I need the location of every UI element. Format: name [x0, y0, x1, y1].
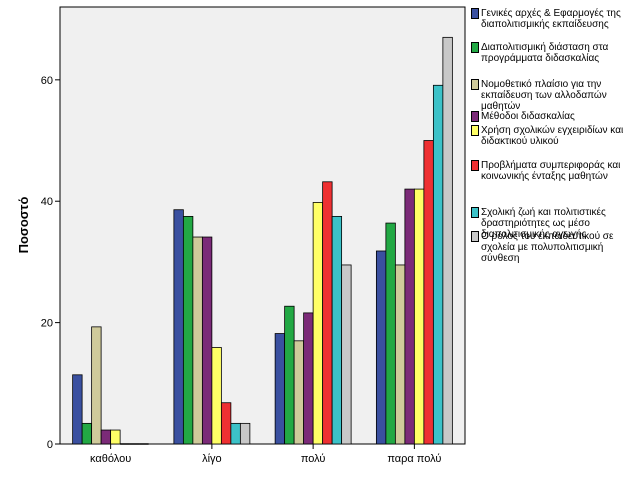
bar [323, 182, 333, 444]
bar [332, 216, 342, 444]
bar [193, 237, 203, 444]
x-tick-label: καθόλου [90, 453, 131, 465]
legend-label: Χρήση σχολικών εγχειριδίων και διδακτικο… [481, 125, 625, 147]
x-tick-label: πολύ [301, 453, 326, 465]
bar [82, 423, 92, 444]
legend-swatch [471, 231, 479, 242]
bar [386, 223, 396, 444]
bar [183, 216, 193, 444]
legend-item: Μέθοδοι διδασκαλίας [471, 111, 625, 122]
bar [275, 334, 285, 444]
legend-swatch [471, 207, 479, 218]
bar [101, 430, 111, 444]
bar [313, 202, 323, 444]
bar [443, 37, 453, 444]
bar [285, 306, 295, 444]
x-tick-label: παρα πολύ [387, 453, 441, 465]
legend-label: Μέθοδοι διδασκαλίας [481, 111, 625, 122]
legend-swatch [471, 111, 479, 122]
bar [73, 375, 83, 444]
bar [231, 423, 241, 444]
legend-item: Νομοθετικό πλαίσιο για την εκπαίδευση τω… [471, 79, 625, 112]
legend-label: Ο ρόλος του εκπαιδευτικού σε σχολεία με … [481, 231, 625, 264]
bar [240, 423, 250, 444]
legend-item: Προβλήματα συμπεριφοράς και κοινωνικής έ… [471, 160, 625, 182]
y-tick-label: 40 [41, 196, 53, 208]
bar [424, 141, 434, 444]
legend-item: Ο ρόλος του εκπαιδευτικού σε σχολεία με … [471, 231, 625, 264]
legend-swatch [471, 8, 479, 19]
bar [174, 210, 184, 444]
bar [304, 313, 314, 444]
bar [212, 347, 222, 444]
y-tick-label: 20 [41, 318, 53, 330]
legend-swatch [471, 79, 479, 90]
y-axis: 0 20 40 60 [41, 75, 60, 451]
bar [405, 189, 415, 444]
legend-label: Νομοθετικό πλαίσιο για την εκπαίδευση τω… [481, 79, 625, 112]
legend-swatch [471, 125, 479, 136]
bar [376, 251, 386, 444]
bar [202, 237, 212, 444]
legend-item: Χρήση σχολικών εγχειριδίων και διδακτικο… [471, 125, 625, 147]
bar [433, 85, 443, 444]
bar [111, 430, 121, 444]
legend-swatch [471, 42, 479, 53]
y-tick-label: 60 [41, 75, 53, 87]
legend-label: Προβλήματα συμπεριφοράς και κοινωνικής έ… [481, 160, 625, 182]
bar [414, 189, 424, 444]
bar [294, 341, 304, 444]
y-axis-title: Ποσοστό [16, 197, 31, 254]
legend-label: Διαπολιτισμική διάσταση στα προγράμματα … [481, 42, 625, 64]
y-tick-label: 0 [47, 439, 53, 451]
bar [92, 327, 102, 444]
bar [221, 403, 231, 444]
bar [395, 265, 405, 444]
legend-label: Γενικές αρχές & Εφαρμογές της διαπολιτισ… [481, 8, 625, 30]
bar [342, 265, 352, 444]
legend-item: Διαπολιτισμική διάσταση στα προγράμματα … [471, 42, 625, 64]
legend-swatch [471, 160, 479, 171]
legend-item: Γενικές αρχές & Εφαρμογές της διαπολιτισ… [471, 8, 625, 30]
x-axis: καθόλου λίγο πολύ παρα πολύ [90, 444, 441, 465]
x-tick-label: λίγο [202, 453, 222, 465]
